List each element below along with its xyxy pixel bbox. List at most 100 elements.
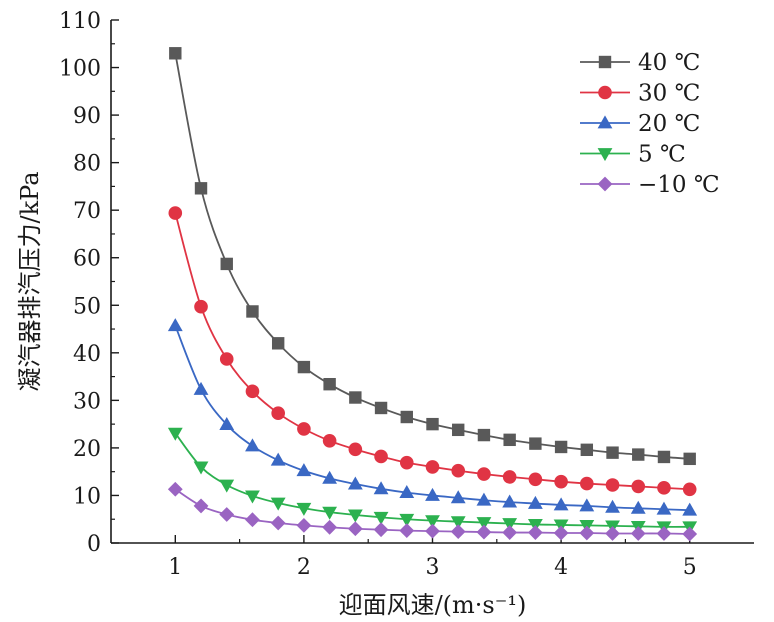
data-point bbox=[296, 518, 312, 533]
data-point bbox=[348, 442, 363, 457]
legend-item: 30 ℃ bbox=[580, 81, 700, 107]
data-point bbox=[373, 511, 389, 525]
data-point bbox=[502, 518, 518, 532]
data-point bbox=[656, 501, 672, 515]
data-point bbox=[322, 506, 338, 520]
legend-item: 5 ℃ bbox=[580, 142, 686, 168]
legend-marker bbox=[598, 85, 612, 100]
data-point bbox=[605, 499, 620, 513]
data-point bbox=[193, 381, 209, 395]
legend-label: 30 ℃ bbox=[638, 81, 700, 107]
data-point bbox=[400, 410, 413, 424]
data-point bbox=[245, 490, 260, 504]
data-point bbox=[476, 524, 492, 540]
y-tick-label: 20 bbox=[73, 437, 101, 462]
data-point bbox=[167, 318, 183, 332]
data-point bbox=[296, 502, 312, 516]
data-point bbox=[270, 452, 286, 466]
legend-label: 20 ℃ bbox=[638, 111, 700, 137]
data-point bbox=[476, 517, 492, 531]
y-tick-label: 110 bbox=[59, 9, 101, 34]
data-point bbox=[270, 515, 286, 531]
data-point bbox=[605, 478, 620, 492]
data-point bbox=[374, 401, 388, 415]
data-point bbox=[502, 494, 518, 508]
data-point bbox=[683, 452, 696, 466]
legend-marker bbox=[597, 115, 613, 129]
legend-label: 5 ℃ bbox=[638, 142, 686, 168]
data-point bbox=[579, 525, 595, 541]
data-point bbox=[219, 352, 234, 366]
y-tick-label: 90 bbox=[73, 104, 101, 129]
data-point bbox=[527, 525, 543, 540]
data-point bbox=[373, 481, 389, 495]
data-point bbox=[399, 523, 415, 539]
data-point bbox=[502, 525, 518, 540]
legend-item: 40 ℃ bbox=[580, 50, 700, 76]
series-2 bbox=[167, 318, 698, 516]
data-point bbox=[297, 422, 311, 436]
data-point bbox=[245, 384, 260, 399]
y-tick-label: 10 bbox=[73, 484, 101, 509]
x-tick-label: 5 bbox=[683, 555, 697, 580]
data-point bbox=[219, 479, 235, 493]
data-point bbox=[605, 526, 620, 541]
data-point bbox=[450, 516, 466, 530]
data-point bbox=[374, 449, 388, 464]
data-point bbox=[682, 502, 698, 516]
data-point bbox=[477, 428, 491, 442]
series-4 bbox=[167, 481, 698, 542]
data-point bbox=[503, 433, 516, 447]
y-tick-label: 80 bbox=[73, 152, 101, 177]
x-tick-label: 3 bbox=[426, 555, 440, 580]
data-point bbox=[168, 206, 183, 220]
data-point bbox=[347, 509, 363, 523]
data-point bbox=[246, 305, 259, 318]
data-point bbox=[193, 498, 209, 514]
data-point bbox=[296, 463, 312, 477]
data-point bbox=[297, 360, 311, 374]
x-tick-label: 1 bbox=[168, 555, 182, 580]
y-axis-title: 凝汽器排汽压力/kPa bbox=[16, 171, 44, 391]
data-point bbox=[271, 406, 285, 421]
y-tick-label: 70 bbox=[73, 199, 101, 224]
data-point bbox=[425, 487, 440, 501]
y-tick-label: 50 bbox=[73, 294, 101, 319]
data-point bbox=[219, 507, 235, 522]
data-point bbox=[399, 513, 415, 527]
data-point bbox=[477, 467, 491, 481]
series-layer bbox=[167, 47, 698, 542]
data-point bbox=[553, 497, 569, 511]
data-point bbox=[194, 182, 208, 195]
legend-item: −10 ℃ bbox=[580, 172, 720, 198]
data-point bbox=[682, 482, 697, 497]
data-point bbox=[347, 476, 363, 490]
data-point bbox=[554, 474, 568, 489]
data-point bbox=[425, 523, 440, 539]
y-tick-label: 60 bbox=[73, 247, 101, 272]
data-point bbox=[219, 417, 235, 431]
legend-label: 40 ℃ bbox=[638, 50, 700, 76]
data-point bbox=[167, 481, 183, 497]
data-point bbox=[322, 519, 338, 535]
data-point bbox=[451, 463, 466, 478]
y-tick-label: 0 bbox=[87, 532, 101, 557]
data-point bbox=[270, 497, 286, 511]
legend: 40 ℃ 30 ℃ 20 ℃ 5 ℃ −10 ℃ bbox=[580, 50, 720, 198]
x-tick-label: 4 bbox=[554, 555, 568, 580]
data-point bbox=[450, 524, 466, 539]
data-point bbox=[579, 498, 595, 512]
data-point bbox=[580, 443, 594, 457]
data-point bbox=[554, 440, 568, 454]
data-point bbox=[657, 481, 671, 495]
data-point bbox=[632, 448, 645, 461]
data-point bbox=[323, 377, 336, 391]
data-point bbox=[580, 476, 594, 491]
legend-item: 20 ℃ bbox=[580, 111, 700, 137]
data-point bbox=[476, 492, 492, 506]
series-0 bbox=[169, 47, 696, 466]
y-tick-label: 40 bbox=[73, 342, 101, 367]
data-point bbox=[271, 337, 285, 350]
data-point bbox=[194, 299, 208, 314]
series-1 bbox=[168, 206, 697, 497]
